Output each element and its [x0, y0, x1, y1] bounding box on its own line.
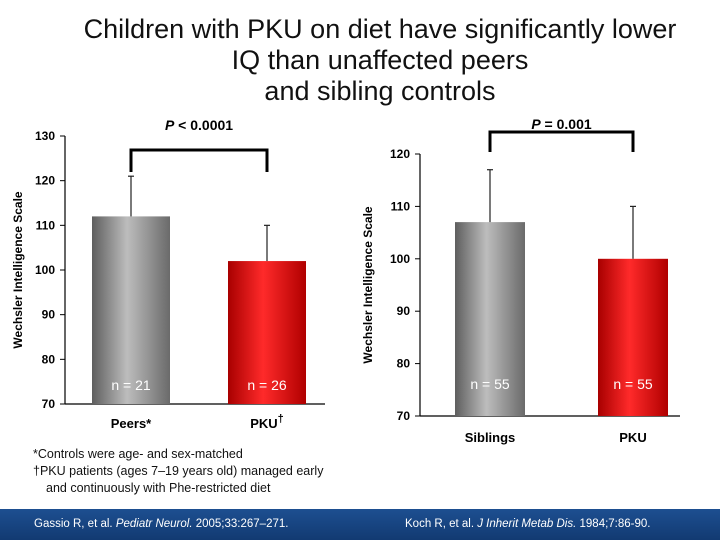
chart1-bar-1: [92, 216, 170, 404]
citation-left-authors: Gassio R, et al.: [34, 518, 116, 530]
footnote-controls: *Controls were age- and sex-matched: [33, 447, 243, 461]
chart2-y-tick-label: 100: [390, 252, 410, 266]
chart1-y-tick-label: 90: [42, 308, 56, 322]
chart1-y-tick-label: 130: [35, 129, 55, 143]
chart1-y-tick-label: 100: [35, 263, 55, 277]
citation-left: Gassio R, et al. Pediatr Neurol. 2005;33…: [34, 518, 288, 530]
chart1-p-text: < 0.0001: [174, 117, 233, 133]
footer-bar: Gassio R, et al. Pediatr Neurol. 2005;33…: [0, 509, 720, 540]
citation-right-ref: 1984;7:86-90.: [576, 518, 651, 530]
footnotes: *Controls were age- and sex-matched †PKU…: [33, 446, 323, 497]
chart2-category-label-2: PKU: [619, 430, 646, 445]
chart1-category-mark-2: †: [278, 413, 284, 425]
citation-right: Koch R, et al. J Inherit Metab Dis. 1984…: [405, 518, 650, 530]
chart1-bar-2: [228, 261, 306, 404]
chart2-bar-2: [598, 258, 668, 416]
citation-right-authors: Koch R, et al.: [405, 518, 478, 530]
chart2-y-axis-label: Wechsler Intelligence Scale: [361, 206, 375, 364]
chart1-y-tick-label: 120: [35, 174, 55, 188]
chart1-significance-bracket: [129, 148, 269, 172]
chart2-n-label-2: n = 55: [613, 376, 653, 392]
chart1-category-label-1: Peers*: [111, 416, 152, 431]
chart2-y-tick-label: 120: [390, 147, 410, 161]
chart2-significance-bracket: [488, 130, 635, 152]
citation-left-ref: 2005;33:267–271.: [192, 518, 289, 530]
footnote-pku-cont: and continuously with Phe-restricted die…: [46, 481, 271, 495]
title-line-3: and sibling controls: [264, 76, 496, 106]
chart1-y-tick-label: 110: [36, 218, 56, 232]
chart1-p-value: P < 0.0001: [165, 117, 233, 133]
slide-title: Children with PKU on diet have significa…: [40, 14, 720, 107]
chart1-n-label-2: n = 26: [247, 377, 287, 393]
chart2-y-tick-label: 70: [397, 409, 411, 423]
footnote-pku: †PKU patients (ages 7–19 years old) mana…: [33, 464, 324, 478]
chart1-y-axis-label: Wechsler Intelligence Scale: [11, 191, 25, 349]
chart2-y-tick-label: 80: [397, 357, 411, 371]
chart1-y-tick-label: 80: [42, 352, 56, 366]
chart2-y-tick-label: 90: [397, 304, 411, 318]
title-line-1: Children with PKU on diet have significa…: [83, 14, 677, 44]
chart2-p-value: P = 0.001: [531, 116, 592, 132]
chart1-category-label-2: PKU†: [250, 413, 284, 431]
chart1-y-tick-label: 70: [42, 397, 56, 411]
chart2-p-letter: P: [531, 116, 541, 132]
title-line-2: IQ than unaffected peers: [231, 45, 529, 75]
chart2-p-text: = 0.001: [541, 116, 592, 132]
chart2-y-tick-label: 110: [391, 199, 411, 213]
chart2-bar-1: [455, 222, 525, 416]
chart1-p-letter: P: [165, 117, 175, 133]
citation-left-journal: Pediatr Neurol.: [115, 518, 193, 530]
chart2-n-label-1: n = 55: [470, 376, 510, 392]
chart2-category-label-1: Siblings: [465, 430, 516, 445]
chart1-n-label-1: n = 21: [111, 377, 151, 393]
citation-right-journal: J Inherit Metab Dis.: [477, 518, 577, 530]
